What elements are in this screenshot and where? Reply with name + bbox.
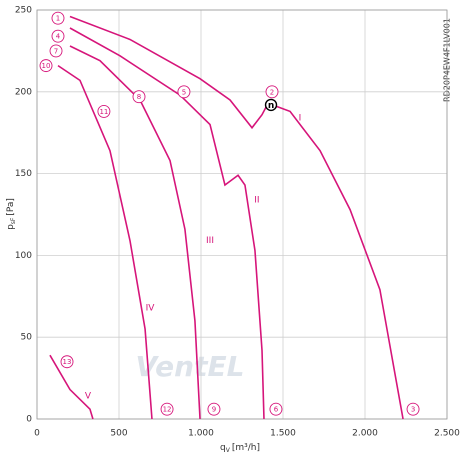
annotation: 9 [212,406,216,414]
curve-label: IV [146,303,156,313]
annotation-circle [49,44,63,58]
axis-label-sub: sF [10,217,17,224]
annotation: 1 [56,15,60,23]
axis-label-main: q [220,443,226,453]
annotation-circle [97,104,111,118]
point-circle [264,98,278,112]
axis-label: psF[Pa] [6,198,17,230]
annotation: 13 [63,358,72,366]
annotation: 10 [42,62,51,70]
fan-curve [69,15,404,420]
annotation-circle [265,85,279,99]
annotation-circle [51,29,65,43]
annotation-circle [132,90,146,104]
annotation: 11 [99,108,108,116]
curve-label: II [254,195,259,205]
axis-label-sub: V [226,447,231,454]
annotation-circle [269,402,283,416]
y-tick-label: 150 [15,169,32,179]
curve-label: V [85,392,92,402]
x-tick-label: 1.000 [188,429,214,439]
x-tick-label: 2.500 [434,429,460,439]
axis-label-unit: [Pa] [6,198,16,216]
y-tick-label: 100 [15,251,32,261]
watermark: VentEL [136,350,245,383]
fan-curve [69,45,201,420]
annotation-circle [160,402,174,416]
x-tick-label: 1.500 [270,429,296,439]
annotation: 8 [137,93,141,101]
y-tick-label: 0 [26,415,32,425]
x-tick-label: 0 [34,429,40,439]
fan-curve [69,27,265,420]
annotation-circle [39,59,53,73]
axis-label-unit: [m³/h] [232,443,260,453]
axis-label-main: p [6,224,16,230]
y-tick-label: 50 [21,333,33,343]
y-tick-label: 250 [15,6,32,16]
point-label: n [268,101,274,111]
annotation: 5 [182,88,186,96]
annotation-circle [177,85,191,99]
fan-curve [57,64,153,420]
annotation: 4 [56,33,61,41]
annotation: 12 [163,406,172,414]
annotation: 7 [54,47,58,55]
fan-curve [49,354,94,420]
y-tick-label: 200 [15,87,32,97]
annotation: 3 [411,406,415,414]
plot-frame [36,9,448,420]
x-tick-label: 2.000 [352,429,378,439]
annotation: 6 [274,406,279,414]
annotation-circle [51,11,65,25]
curve-label: I [299,113,302,123]
x-tick-label: 500 [110,429,127,439]
axis-label: qV [m³/h] [220,443,260,454]
annotation-circle [207,402,221,416]
annotation: 2 [270,88,274,96]
annotation-circle [406,402,420,416]
annotation-circle [60,355,74,369]
curve-label: III [206,236,214,246]
